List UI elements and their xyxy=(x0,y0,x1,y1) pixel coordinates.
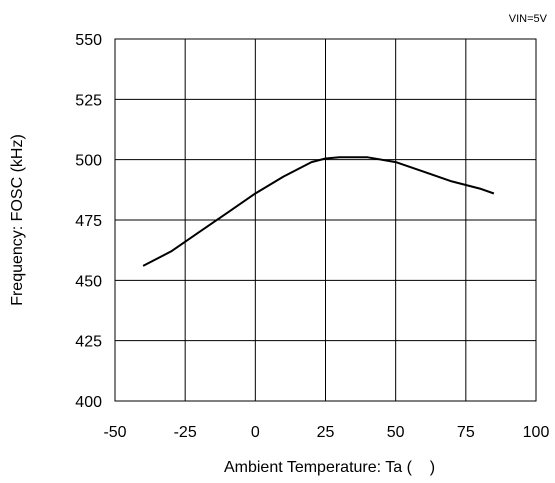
x-tick-label: 0 xyxy=(251,424,260,441)
y-axis-title: Frequency: FOSC (kHz) xyxy=(9,134,26,306)
y-tick-label: 475 xyxy=(75,213,102,230)
x-tick-label: -25 xyxy=(174,424,197,441)
series-line xyxy=(142,156,495,267)
x-tick-label: 50 xyxy=(387,424,405,441)
plot-area-frame xyxy=(114,38,537,402)
y-tick-label: 525 xyxy=(75,92,102,109)
y-tick-label: 450 xyxy=(75,273,102,290)
x-axis-title: Ambient Temperature: Ta ( ) xyxy=(224,459,435,476)
x-tick-label: 25 xyxy=(317,424,335,441)
y-tick-label: 550 xyxy=(75,32,102,49)
condition-label: VIN=5V xyxy=(509,13,548,25)
grid-lines xyxy=(115,39,536,401)
x-tick-labels: -50 -25 0 25 50 75 100 xyxy=(103,424,549,441)
x-tick-label: -50 xyxy=(103,424,126,441)
x-tick-label: 75 xyxy=(457,424,475,441)
y-tick-label: 425 xyxy=(75,334,102,351)
x-tick-label: 100 xyxy=(523,424,550,441)
y-tick-label: 400 xyxy=(75,394,102,411)
y-tick-label: 500 xyxy=(75,153,102,170)
series-group xyxy=(142,156,495,267)
y-tick-labels: 400 425 450 475 500 525 550 xyxy=(75,32,102,411)
